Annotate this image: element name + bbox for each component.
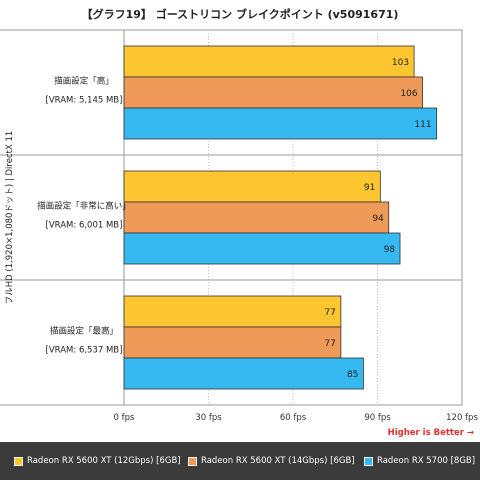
- legend-swatch: [188, 456, 197, 466]
- y-axis-label: フルHD (1,920×1,080ドット) | DirectX 11: [5, 131, 15, 305]
- data-label: 94: [372, 214, 384, 224]
- legend-item-rx5600xt-12gbps: Radeon RX 5600 XT (12Gbps) [6GB]: [14, 454, 181, 468]
- x-tick-label: 30 fps: [195, 413, 222, 423]
- legend-label: Radeon RX 5600 XT (12Gbps) [6GB]: [27, 456, 181, 466]
- group-sublabel: [VRAM: 6,537 MB]: [46, 346, 123, 356]
- bar: [123, 295, 342, 328]
- group-sublabel: [VRAM: 5,145 MB]: [46, 96, 123, 106]
- legend-label: Radeon RX 5600 XT (14Gbps) [6GB]: [201, 456, 355, 466]
- data-label: 106: [400, 89, 417, 99]
- data-label: 111: [414, 120, 431, 130]
- x-tick-label: 60 fps: [280, 413, 307, 423]
- legend-label: Radeon RX 5700 [8GB]: [377, 456, 476, 466]
- x-tick-label: 0 fps: [114, 413, 135, 423]
- bar: [123, 107, 438, 140]
- bar-chart: 103 106 111 描画設定「高」 [VRAM: 5,145 MB] 91 94 98 描画…: [0, 29, 478, 423]
- group-label: 描画設定「最高」: [50, 326, 118, 337]
- legend: Radeon RX 5600 XT (12Gbps) [6GB] Radeon …: [0, 442, 480, 480]
- legend-item-rx5600xt-14gbps: Radeon RX 5600 XT (14Gbps) [6GB]: [188, 454, 355, 468]
- legend-item-rx5700: Radeon RX 5700 [8GB]: [364, 454, 475, 468]
- data-label: 103: [392, 58, 409, 68]
- data-label: 77: [324, 308, 335, 318]
- x-tick-label: 120 fps: [446, 413, 478, 423]
- group-label: 描画設定「高」: [54, 76, 114, 87]
- bar: [123, 201, 390, 234]
- data-label: 98: [384, 245, 396, 255]
- group-sublabel: [VRAM: 6,001 MB]: [46, 221, 123, 231]
- data-label: 85: [347, 370, 358, 380]
- x-tick-label: 90 fps: [364, 413, 391, 423]
- bar: [123, 357, 364, 390]
- bar: [123, 76, 423, 109]
- bar: [123, 170, 381, 203]
- group-label: 描画設定「非常に高い」: [37, 201, 131, 212]
- bar: [123, 45, 415, 78]
- bar: [123, 326, 342, 359]
- bar: [123, 232, 401, 265]
- chart-title: 【グラフ19】 ゴーストリコン ブレイクポイント (v5091671): [81, 8, 399, 21]
- data-label: 77: [324, 339, 335, 349]
- data-label: 91: [364, 183, 375, 193]
- higher-is-better-note: Higher is Better →: [387, 428, 474, 438]
- legend-swatch: [14, 456, 23, 466]
- legend-swatch: [364, 456, 373, 466]
